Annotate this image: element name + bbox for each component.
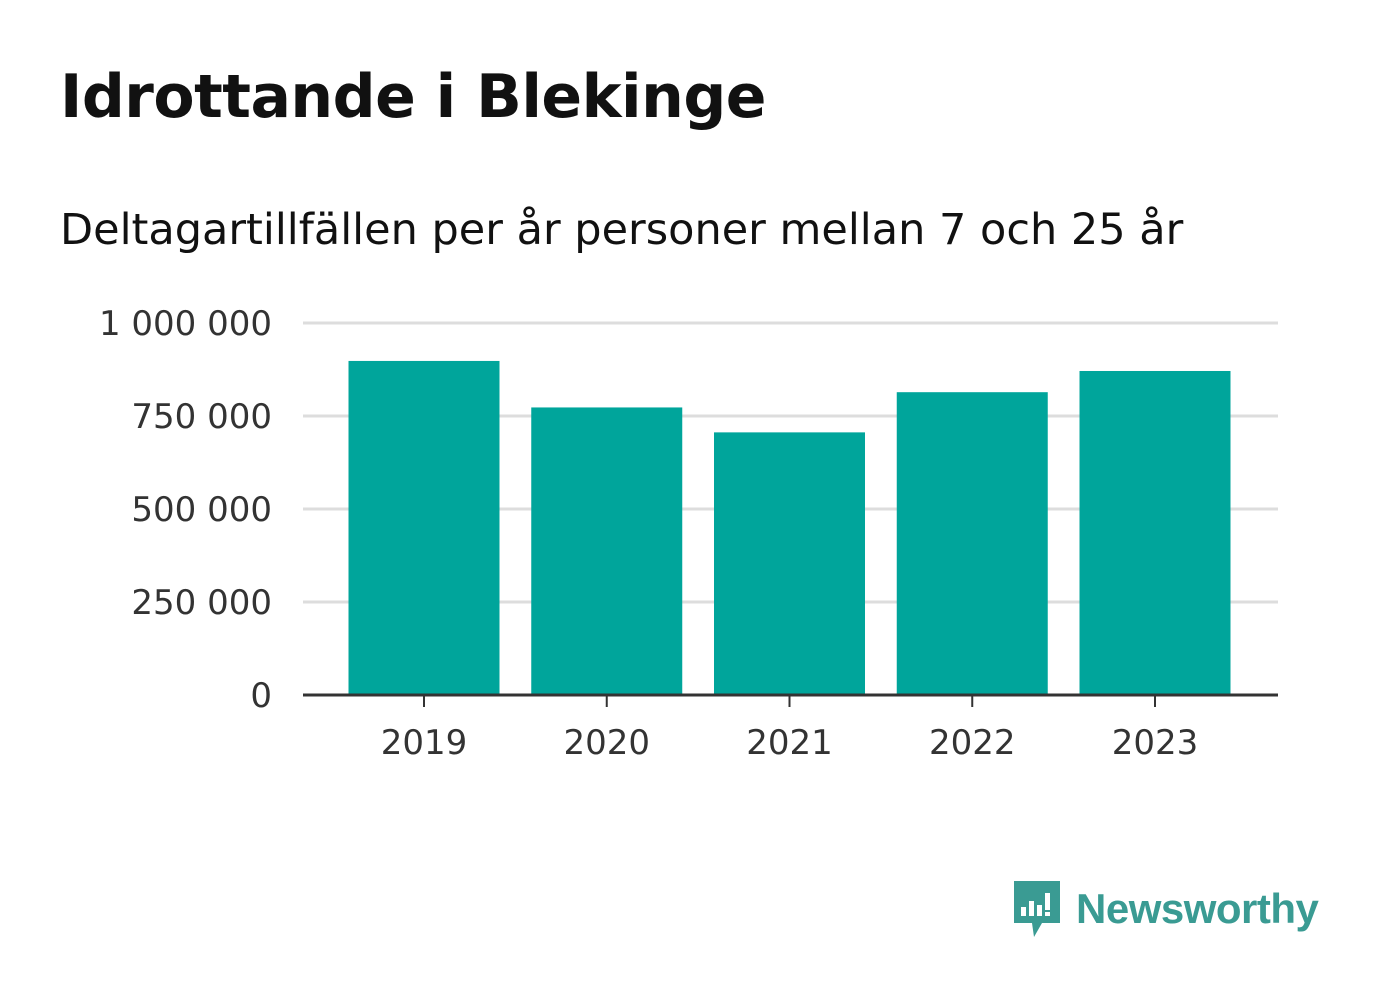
y-axis-ticks: 0 250 000 500 000 750 000 1 000 000 xyxy=(99,304,272,716)
bar-2023 xyxy=(1079,370,1231,695)
bars xyxy=(348,360,1231,695)
bar-2020 xyxy=(531,407,683,695)
y-tick-label: 500 000 xyxy=(131,490,272,530)
bar-2019 xyxy=(348,360,500,695)
x-axis xyxy=(303,693,1278,707)
x-tick-label: 2023 xyxy=(1112,723,1199,763)
y-tick-label: 0 xyxy=(250,676,272,716)
chart-subtitle: Deltagartillfällen per år personer mella… xyxy=(60,205,1184,255)
x-tick-label: 2020 xyxy=(563,723,650,763)
brand-logo: Newsworthy xyxy=(1012,878,1319,940)
y-tick-label: 1 000 000 xyxy=(99,304,272,344)
bar-2021 xyxy=(714,432,865,695)
y-tick-label: 750 000 xyxy=(131,397,272,437)
y-tick-label: 250 000 xyxy=(131,583,272,623)
x-tick-label: 2021 xyxy=(746,723,833,763)
x-axis-ticks: 2019 2020 2021 2022 2023 xyxy=(381,723,1199,763)
chart-title: Idrottande i Blekinge xyxy=(60,62,766,132)
bar-2022 xyxy=(896,392,1048,695)
x-tick-label: 2019 xyxy=(381,723,468,763)
brand-name: Newsworthy xyxy=(1076,885,1319,932)
x-tick-label: 2022 xyxy=(929,723,1016,763)
newsworthy-logo-icon xyxy=(1014,881,1060,937)
